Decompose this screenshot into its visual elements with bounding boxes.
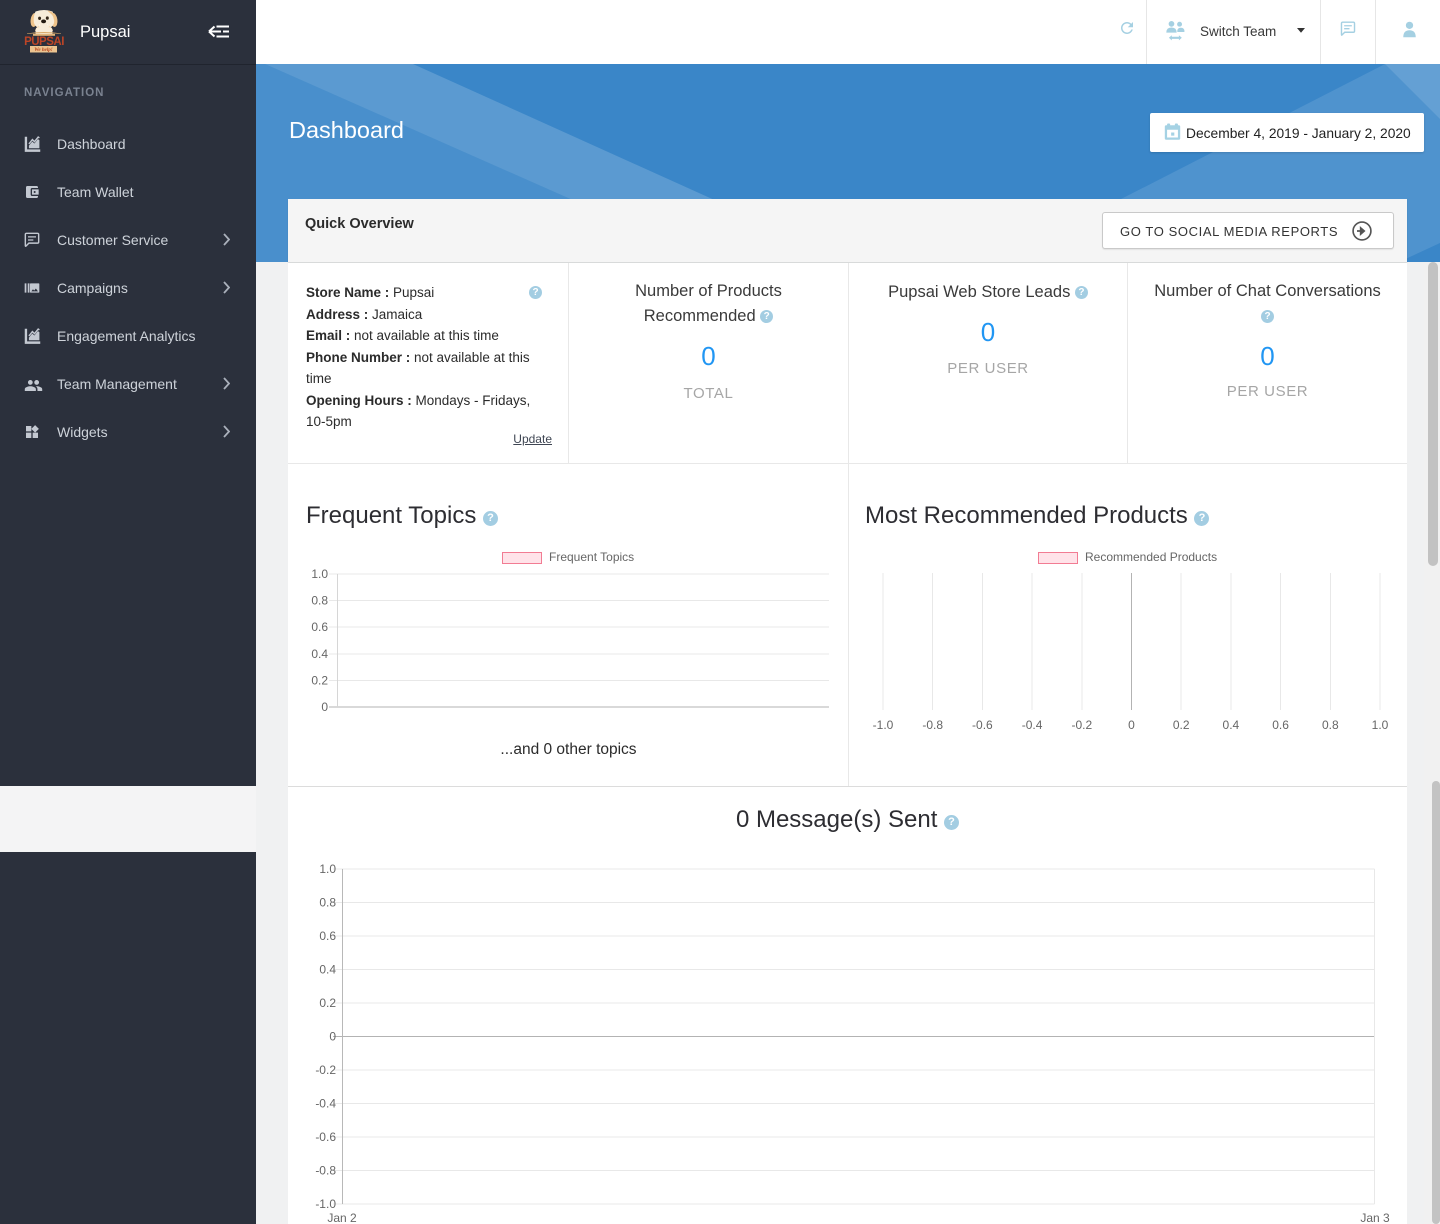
- svg-text:1.0: 1.0: [1372, 718, 1389, 732]
- svg-text:0.8: 0.8: [1322, 718, 1339, 732]
- svg-text:-0.6: -0.6: [972, 718, 993, 732]
- svg-text:-0.2: -0.2: [315, 1063, 336, 1077]
- svg-text:0.4: 0.4: [311, 647, 328, 661]
- svg-text:-0.8: -0.8: [922, 718, 943, 732]
- svg-text:0: 0: [321, 700, 328, 714]
- svg-text:-1.0: -1.0: [873, 718, 894, 732]
- svg-text:-0.6: -0.6: [315, 1130, 336, 1144]
- svg-text:0.2: 0.2: [311, 673, 328, 687]
- svg-text:Jan 3: Jan 3: [1360, 1211, 1390, 1224]
- svg-text:0.2: 0.2: [1173, 718, 1190, 732]
- svg-text:1.0: 1.0: [311, 567, 328, 581]
- svg-text:0.8: 0.8: [311, 594, 328, 608]
- svg-text:0.6: 0.6: [1272, 718, 1289, 732]
- svg-text:-0.4: -0.4: [315, 1097, 336, 1111]
- svg-text:We help!: We help!: [34, 48, 52, 53]
- svg-text:1.0: 1.0: [319, 862, 336, 876]
- svg-text:-0.2: -0.2: [1071, 718, 1092, 732]
- svg-text:-0.8: -0.8: [315, 1164, 336, 1178]
- svg-text:0.4: 0.4: [319, 963, 336, 977]
- svg-text:Jan 2: Jan 2: [327, 1211, 357, 1224]
- svg-text:-1.0: -1.0: [315, 1197, 336, 1211]
- svg-text:0.8: 0.8: [319, 896, 336, 910]
- svg-text:-0.4: -0.4: [1022, 718, 1043, 732]
- svg-text:PUPSAI: PUPSAI: [24, 36, 64, 48]
- svg-text:0.6: 0.6: [311, 620, 328, 634]
- svg-text:0.6: 0.6: [319, 929, 336, 943]
- svg-text:0: 0: [329, 1030, 336, 1044]
- svg-text:0: 0: [1128, 718, 1135, 732]
- svg-text:0.2: 0.2: [319, 996, 336, 1010]
- svg-text:0.4: 0.4: [1223, 718, 1240, 732]
